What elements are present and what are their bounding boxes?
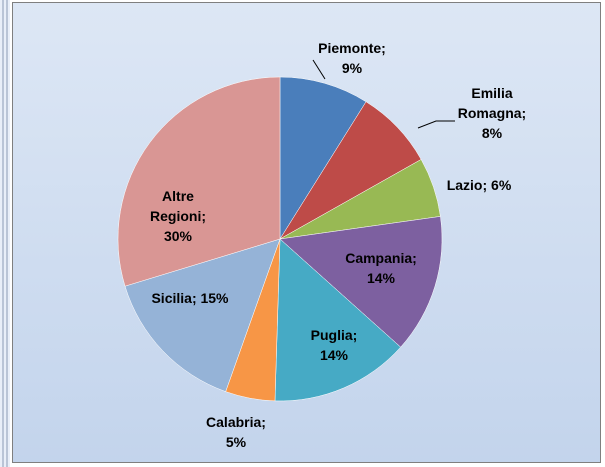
- data-label: Emilia Romagna; 8%: [457, 85, 527, 141]
- data-label: Calabria; 5%: [206, 414, 266, 450]
- pie-slice: [124, 238, 281, 392]
- pie-slice: [274, 238, 401, 402]
- data-label: Lazio; 6%: [446, 177, 512, 193]
- data-label: Puglia; 14%: [310, 327, 358, 363]
- data-label: Campania; 14%: [345, 250, 417, 286]
- data-label: Piemonte; 9%: [318, 40, 386, 76]
- data-label: Altre Regioni; 30%: [150, 188, 206, 244]
- pie-slice: [279, 216, 443, 348]
- leader-line: [312, 59, 326, 80]
- leader-line: [417, 120, 455, 129]
- pie-slice: [279, 76, 367, 240]
- data-label: Sicilia; 15%: [151, 290, 229, 306]
- side-strip: [0, 0, 10, 467]
- pie-slice: [117, 76, 281, 287]
